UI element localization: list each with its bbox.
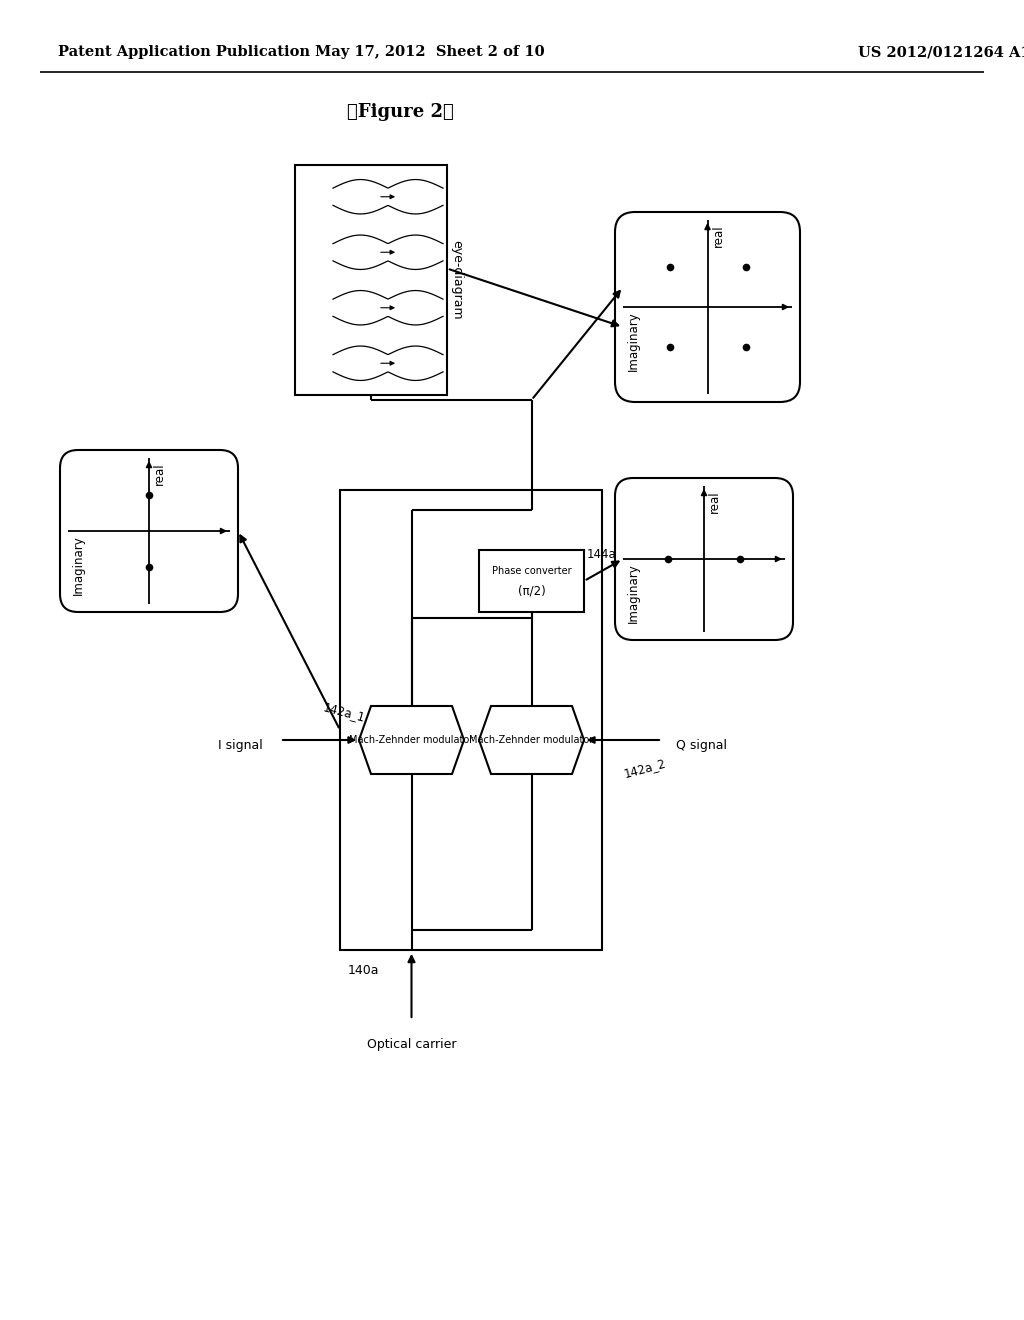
- Polygon shape: [479, 706, 584, 774]
- Polygon shape: [359, 706, 464, 774]
- Text: 144a: 144a: [587, 548, 616, 561]
- Bar: [479, 550, 584, 612]
- Text: Mach-Zehnder modulator: Mach-Zehnder modulator: [349, 735, 474, 744]
- Text: Imaginary: Imaginary: [627, 312, 640, 371]
- Bar: [295, 165, 447, 395]
- Text: real: real: [153, 462, 166, 484]
- Text: 142a_1: 142a_1: [322, 700, 367, 723]
- Text: May 17, 2012  Sheet 2 of 10: May 17, 2012 Sheet 2 of 10: [315, 45, 545, 59]
- Text: Phase converter: Phase converter: [492, 566, 571, 576]
- Text: Imaginary: Imaginary: [627, 564, 640, 623]
- Text: eye-diagram: eye-diagram: [451, 240, 464, 319]
- Text: Imaginary: Imaginary: [72, 535, 85, 595]
- Text: I signal: I signal: [218, 738, 262, 751]
- Text: Optical carrier: Optical carrier: [367, 1038, 457, 1051]
- Text: (π/2): (π/2): [517, 585, 546, 598]
- FancyBboxPatch shape: [615, 213, 800, 403]
- Bar: [340, 490, 602, 950]
- Text: real: real: [708, 490, 721, 512]
- Text: 142a_2: 142a_2: [622, 756, 667, 780]
- Text: real: real: [712, 224, 725, 247]
- Text: Patent Application Publication: Patent Application Publication: [58, 45, 310, 59]
- Bar: [297, 166, 445, 393]
- Text: Q signal: Q signal: [677, 738, 727, 751]
- Text: Mach-Zehnder modulator: Mach-Zehnder modulator: [469, 735, 594, 744]
- Text: US 2012/0121264 A1: US 2012/0121264 A1: [858, 45, 1024, 59]
- Text: 140a: 140a: [348, 964, 380, 977]
- FancyBboxPatch shape: [615, 478, 793, 640]
- Text: 「Figure 2」: 「Figure 2」: [347, 103, 454, 121]
- FancyBboxPatch shape: [60, 450, 238, 612]
